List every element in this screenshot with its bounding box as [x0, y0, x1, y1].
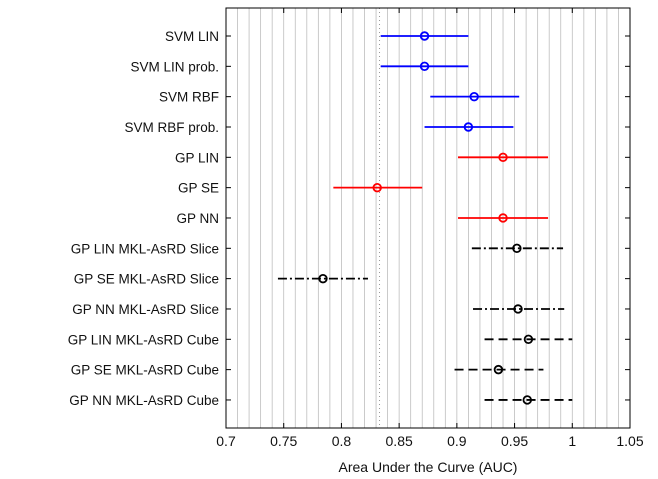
mean-marker [419, 31, 430, 41]
category-label: GP LIN MKL-AsRD Cube [68, 332, 219, 347]
mean-marker [463, 122, 474, 132]
category-label: SVM RBF [159, 90, 219, 105]
plot-frame [225, 7, 631, 429]
x-tick-label: 0.95 [501, 433, 528, 449]
category-label: SVM RBF prob. [124, 120, 219, 135]
category-label: GP LIN MKL-AsRD Slice [71, 241, 219, 256]
mean-marker [493, 364, 504, 375]
x-tick-label: 1 [568, 433, 576, 449]
category-label: GP SE MKL-AsRD Slice [74, 272, 219, 287]
mean-marker [372, 182, 382, 193]
mean-marker [498, 152, 508, 163]
x-tick-label: 0.7 [216, 433, 236, 449]
category-label: GP SE [178, 181, 219, 196]
x-tick-label: 0.9 [447, 433, 467, 449]
series-group [277, 31, 573, 405]
x-axis-ticks: 0.7 0.75 0.8 0.85 0.9 0.95 1 1.05 [216, 8, 644, 449]
mean-marker [469, 91, 479, 102]
mean-marker [512, 243, 522, 254]
category-label: SVM LIN [165, 29, 219, 44]
category-labels: SVM LIN SVM LIN prob. SVM RBF SVM RBF prob.… [68, 29, 630, 408]
mean-marker [498, 213, 508, 223]
category-label: GP SE MKL-AsRD Cube [71, 363, 219, 378]
grid-lines [237, 8, 619, 428]
x-tick-label: 1.05 [616, 433, 643, 449]
category-label: GP NN MKL-AsRD Cube [69, 393, 219, 408]
category-label: SVM LIN prob. [130, 59, 219, 74]
mean-marker [419, 61, 430, 72]
category-label: GP NN [176, 211, 219, 226]
mean-marker [318, 273, 328, 284]
category-label: GP NN MKL-AsRD Slice [72, 302, 219, 317]
x-tick-label: 0.8 [332, 433, 352, 449]
x-tick-label: 0.75 [270, 433, 297, 449]
mean-marker [522, 395, 532, 405]
x-axis-label: Area Under the Curve (AUC) [339, 459, 518, 475]
x-tick-label: 0.85 [386, 433, 413, 449]
category-label: GP LIN [175, 150, 219, 165]
mean-marker [523, 334, 534, 344]
mean-marker [513, 304, 523, 314]
